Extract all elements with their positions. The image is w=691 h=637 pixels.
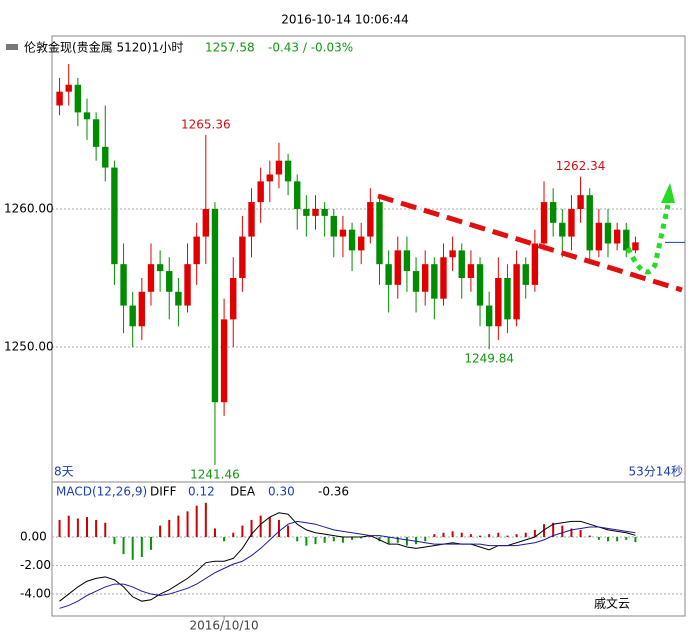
candle-body <box>577 195 584 209</box>
candle-body <box>431 264 438 299</box>
candle-body <box>540 202 548 244</box>
trend-line <box>377 193 683 293</box>
candle-body <box>166 271 173 292</box>
candle-body <box>449 250 456 258</box>
candle-body <box>239 236 246 278</box>
candle-body <box>623 229 630 251</box>
footer-right: 53分14秒 <box>628 465 683 479</box>
price-annotation: 1249.84 <box>464 352 514 366</box>
symbol: 伦敦金现(贵金属 5120)1小时 <box>24 40 183 55</box>
candle-body <box>586 195 593 251</box>
candle-body <box>248 202 255 237</box>
macd-line <box>59 512 636 602</box>
candle-body <box>294 181 301 209</box>
y-tick-label: 1260.00 <box>4 201 54 215</box>
candle-body <box>394 250 401 285</box>
legend-name: DIFF <box>150 485 177 499</box>
plot: 1250.00 1260.00 2016/10/10 1265.36 1262.34 12… <box>4 64 685 633</box>
forecast-arrow <box>625 204 671 275</box>
candle-body <box>412 271 420 292</box>
y-tick-label: 1250.00 <box>4 339 54 353</box>
change: -0.43 / -0.03% <box>268 41 353 55</box>
candle-body <box>613 229 621 244</box>
candle-body <box>138 291 146 327</box>
candle-body <box>156 264 164 272</box>
candle-body <box>403 250 411 272</box>
candle-body <box>358 236 365 251</box>
footer-left: 8天 <box>54 465 74 479</box>
candle-body <box>102 146 109 168</box>
candle-body <box>92 119 100 147</box>
candle-body <box>111 167 118 265</box>
candle-body <box>257 181 264 203</box>
candle-body <box>339 229 347 237</box>
candle-body <box>147 264 155 292</box>
candle-body <box>230 277 237 320</box>
candle-body <box>129 305 136 327</box>
candle-body <box>303 208 310 216</box>
price-annotation: 1262.34 <box>556 159 606 173</box>
candle-body <box>595 222 603 251</box>
candle-body <box>202 208 210 237</box>
candle-body <box>632 242 639 251</box>
candle-body <box>184 264 191 306</box>
candle-body <box>531 243 539 285</box>
candle-body <box>495 277 502 327</box>
candle-body <box>56 91 63 106</box>
candle-body <box>330 215 337 237</box>
candle-body <box>467 264 475 278</box>
candle-body <box>385 264 392 285</box>
histogram-value: -0.36 <box>318 485 349 499</box>
legend-value: 0.30 <box>268 485 295 499</box>
x-tick-label: 2016/10/10 <box>190 619 259 633</box>
candle-body <box>559 222 566 237</box>
last-price: 1257.58 <box>205 41 255 55</box>
candle-body <box>376 202 383 265</box>
candle-body <box>458 250 465 278</box>
candle-body <box>421 264 429 292</box>
candle-body <box>367 202 374 237</box>
candle-body <box>74 84 82 113</box>
candle-body <box>266 174 274 182</box>
price-annotation: 1241.46 <box>190 467 240 481</box>
macd-title: MACD(12,26,9) <box>56 485 147 499</box>
price-annotation: 1265.36 <box>181 118 231 132</box>
frame <box>51 35 686 617</box>
candle-body <box>604 222 612 244</box>
watermark: 戚文云 <box>594 596 630 611</box>
candle-body <box>513 264 520 320</box>
candle-body <box>65 84 72 92</box>
datetime: 2016-10-14 10:06:44 <box>281 13 408 27</box>
candle-body <box>120 264 127 306</box>
candle-body <box>568 208 575 237</box>
candle-body <box>284 160 292 182</box>
candle-body <box>504 277 511 320</box>
candle-body <box>549 202 557 223</box>
y-tick-label: 0.00 <box>20 530 47 544</box>
candle-body <box>83 112 91 120</box>
candle-body <box>476 264 484 306</box>
candle-body <box>348 229 356 251</box>
y-tick-label: -2.00 <box>20 558 51 572</box>
candle-body <box>193 236 200 265</box>
candle-body <box>321 208 328 216</box>
candle-body <box>485 305 493 327</box>
candle-body <box>522 264 529 285</box>
arrow-head <box>661 183 675 203</box>
y-tick-label: -4.00 <box>20 587 51 601</box>
legend-name: DEA <box>230 485 256 499</box>
candle-body <box>211 208 219 403</box>
icon <box>6 44 18 50</box>
candle-body <box>175 291 182 306</box>
legend-value: 0.12 <box>188 485 215 499</box>
macd-line <box>59 520 636 609</box>
candle-body <box>220 319 228 403</box>
candle-body <box>312 208 319 216</box>
candle-body <box>440 257 447 299</box>
candle-body <box>275 160 283 175</box>
